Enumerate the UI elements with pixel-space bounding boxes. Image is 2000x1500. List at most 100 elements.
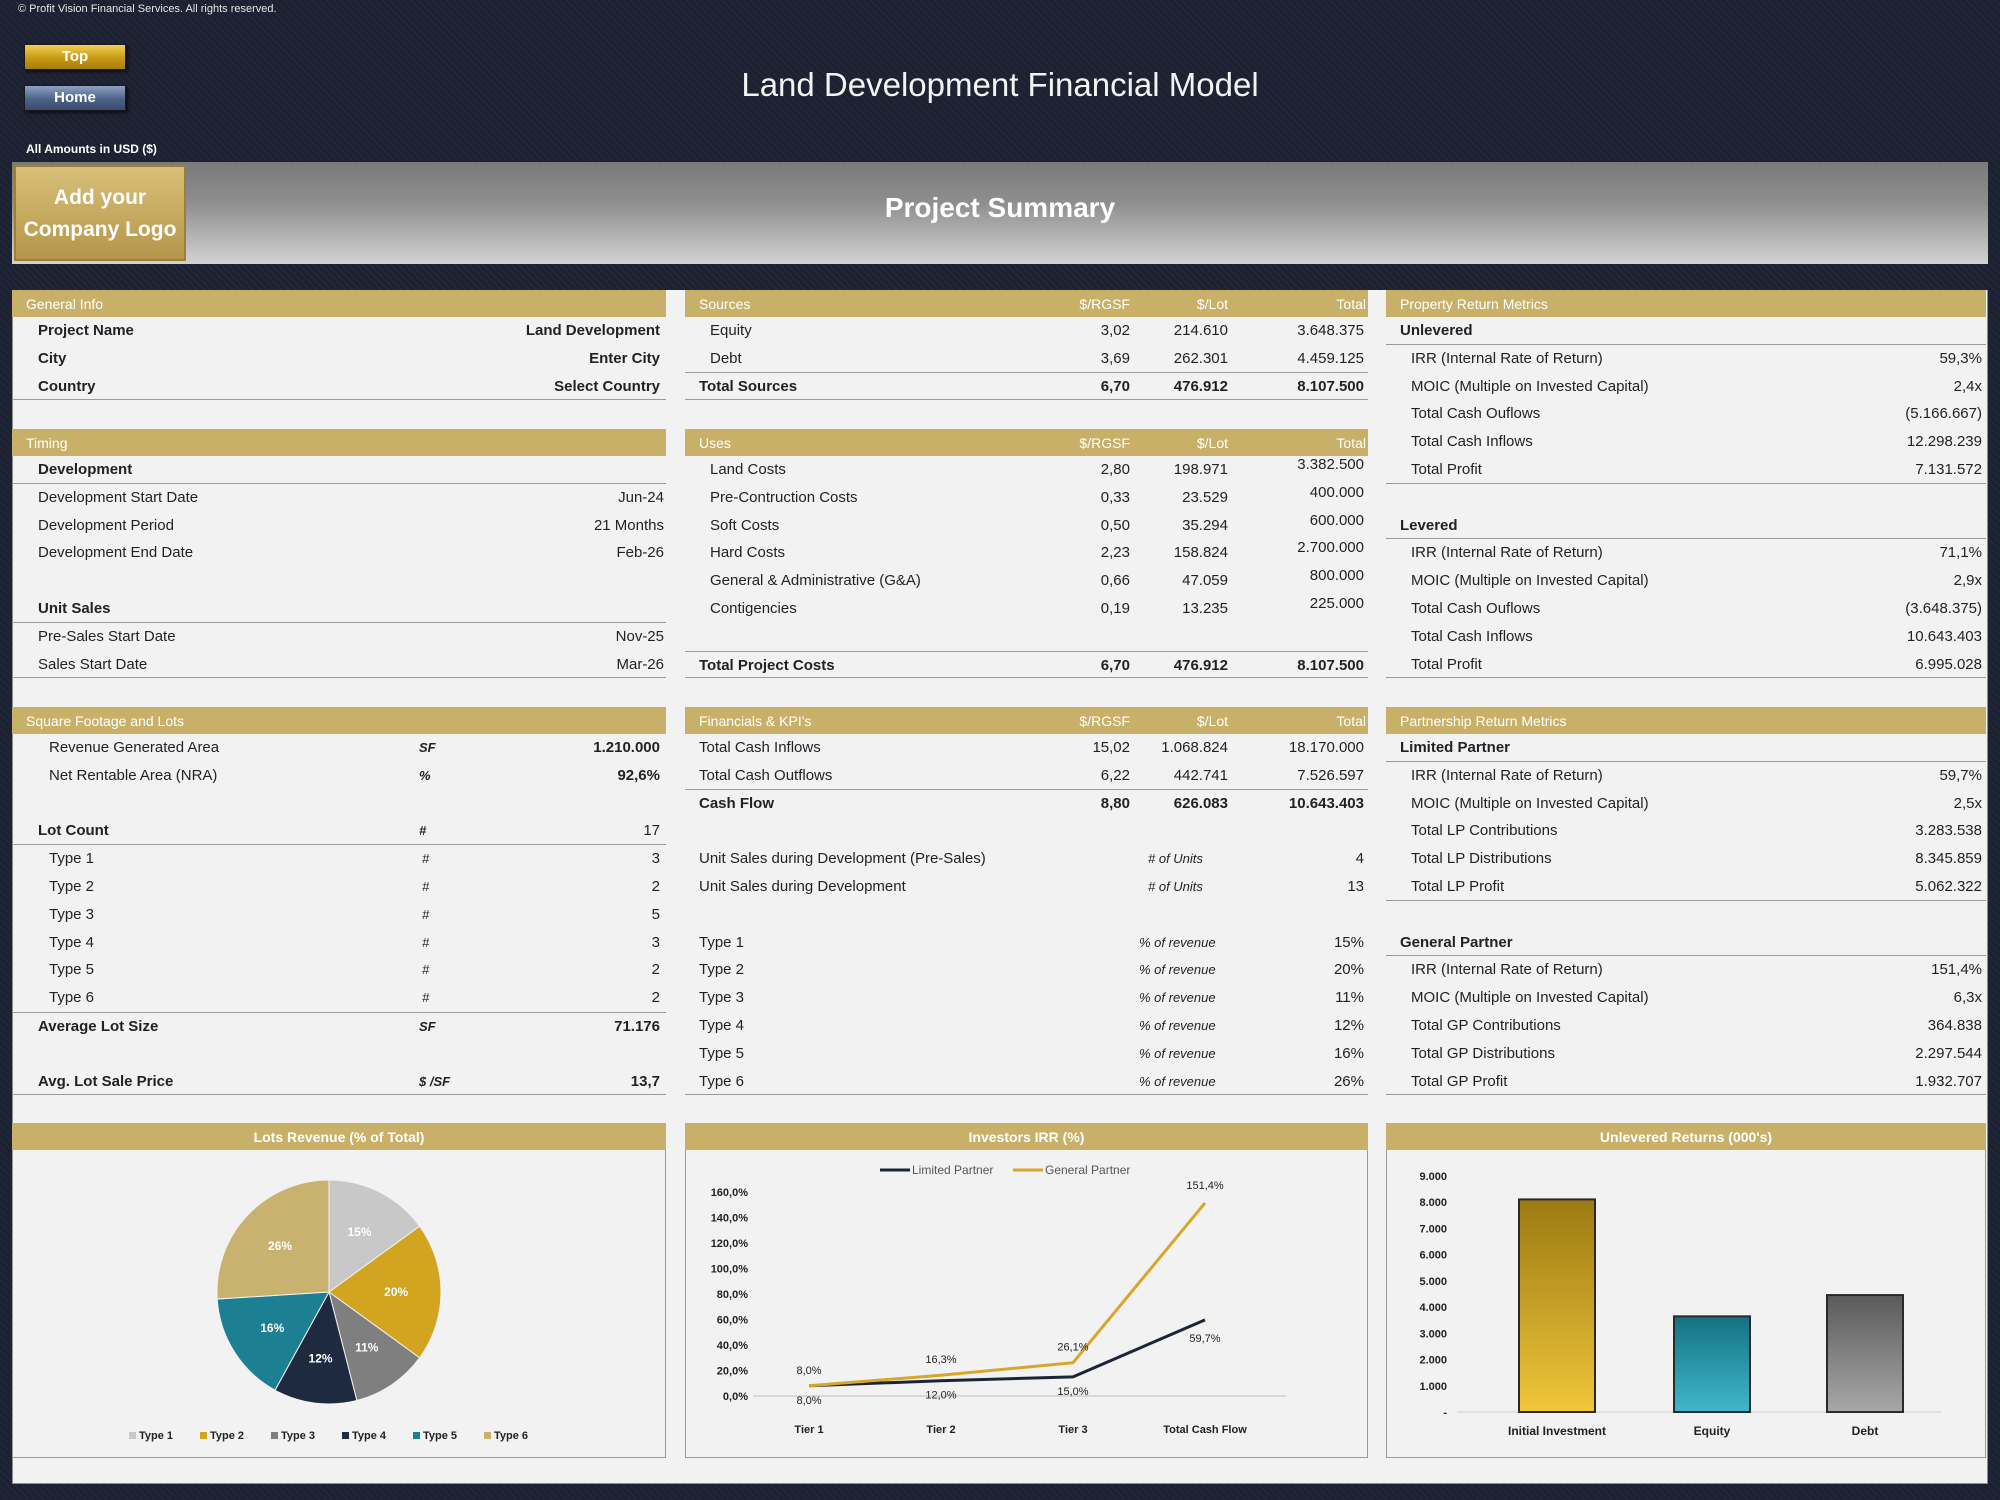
y-tick-label: 80,0% (717, 1289, 748, 1301)
per-lot-value: 1.068.824 (1161, 739, 1228, 756)
sqft-value: 92,6% (617, 766, 660, 784)
legend-swatch (484, 1432, 491, 1439)
limited-partner-metrics: IRR (Internal Rate of Return) 59,7% MOIC (… (1386, 762, 1986, 901)
total-label: Cash Flow (699, 794, 775, 812)
info-value[interactable]: Enter City (589, 349, 660, 367)
metric-value: 7.131.572 (1915, 460, 1982, 478)
bar-chart-header: Unlevered Returns (000's) (1386, 1123, 1986, 1150)
timing-row: Development Start Date Jun-24 (12, 484, 666, 512)
row-label: Type 3 (699, 989, 745, 1007)
avg-sale-price-row: Avg. Lot Sale Price $ /SF 13,7 (12, 1068, 666, 1096)
line-chart-header: Investors IRR (%) (685, 1123, 1368, 1150)
metric-value: 10.643.403 (1906, 627, 1982, 645)
lot-type-unit: # (422, 851, 430, 867)
x-tick-label: Debt (1852, 1424, 1879, 1438)
metric-row: Total Profit 7.131.572 (1386, 456, 1986, 484)
lot-type-row: Type 6 #2 (12, 984, 666, 1012)
info-value[interactable]: Land Development (525, 322, 660, 339)
rgsf-value: 3,69 (1100, 349, 1130, 367)
table-row: Total Cash Inflows 15,02 1.068.824 18.17… (685, 734, 1368, 762)
total-value: 7.526.597 (1297, 766, 1364, 784)
revenue-share-value: 20% (1333, 961, 1364, 979)
lot-type-value: 3 (651, 933, 660, 951)
y-tick-label: 6.000 (1419, 1250, 1447, 1262)
uses-rows: Land Costs 2,80 198.971 3.382.500 Pre-Contru… (685, 456, 1368, 623)
sqft-value: 1.210.000 (593, 739, 660, 756)
panel-header: Property Return Metrics (1386, 290, 1986, 317)
spacer-row (12, 567, 666, 595)
metrics-subheader: General Partner (1386, 929, 1986, 957)
metric-label: Total GP Profit (1411, 1072, 1508, 1090)
unit-label: % of revenue (1139, 990, 1216, 1006)
sqft-unit: % (419, 767, 431, 783)
total-label: Total Project Costs (699, 656, 835, 674)
timing-value: Jun-24 (618, 488, 664, 506)
per-lot-value: 626.083 (1173, 794, 1228, 812)
metric-label: Total Cash Ouflows (1411, 599, 1541, 617)
metric-label: Total LP Distributions (1411, 850, 1552, 868)
spacer-row (12, 1040, 666, 1068)
avg-lot-size-unit: SF (419, 1018, 436, 1034)
column-header: Total (1336, 435, 1366, 451)
metric-label: Total Profit (1411, 655, 1482, 673)
y-tick-label: 60,0% (717, 1315, 748, 1327)
x-tick-label: Initial Investment (1508, 1424, 1606, 1438)
per-lot-value: 476.912 (1173, 656, 1228, 674)
spacer-row (12, 790, 666, 818)
row-label: Type 4 (699, 1016, 745, 1034)
rgsf-value: 3,02 (1100, 322, 1130, 339)
model-title: Land Development Financial Model (741, 66, 1259, 103)
row-label: Unit Sales during Development (Pre-Sales… (699, 850, 986, 868)
revenue-share-row: Type 4 % of revenue 12% (685, 1012, 1368, 1040)
lot-type-unit: # (422, 962, 430, 978)
lot-type-row: Type 1 #3 (12, 845, 666, 873)
metric-row: Total LP Profit 5.062.322 (1386, 873, 1986, 901)
legend-label: Type 2 (210, 1430, 244, 1442)
metric-value: 12.298.239 (1906, 433, 1982, 451)
unit-value: 13 (1347, 877, 1364, 895)
legend-label: Limited Partner (912, 1163, 993, 1177)
rgsf-value: 15,02 (1092, 739, 1130, 756)
top-button[interactable]: Top (24, 44, 126, 70)
use-row: Contigencies 0,19 13.235 225.000 (685, 595, 1368, 623)
legend-label: Type 6 (494, 1430, 528, 1442)
metric-value: 8.345.859 (1915, 850, 1982, 868)
metrics-subheader: Levered (1386, 512, 1986, 540)
sqft-unit: SF (419, 740, 436, 755)
rgsf-value: 8,80 (1100, 794, 1130, 812)
metric-label: MOIC (Multiple on Invested Capital) (1411, 572, 1649, 590)
point-label: 59,7% (1189, 1333, 1220, 1345)
unlevered-returns-chart: - 1.000 2.000 3.000 4.000 5.000 6.000 7.000 8.00… (1386, 1150, 1986, 1458)
row-label: Debt (710, 349, 742, 367)
metric-label: MOIC (Multiple on Invested Capital) (1411, 794, 1649, 812)
property-returns-panel: Property Return Metrics Unlevered IRR (I… (1386, 290, 1986, 679)
lots-revenue-chart: 15% 20% 11% 12% 16% 26% Type 1 Type 2 Type 3 Type… (12, 1150, 666, 1458)
company-logo-placeholder[interactable]: Add your Company Logo (14, 165, 186, 261)
pie-slice (274, 1290, 358, 1405)
metric-row: Total Cash Ouflows (5.166.667) (1386, 400, 1986, 428)
column-header: Total (1336, 713, 1366, 729)
total-row: Total Project Costs 6,70 476.912 8.107.5… (685, 650, 1368, 679)
lot-count-row: Lot Count # 17 (12, 817, 666, 846)
y-tick-label: 8.000 (1419, 1197, 1447, 1209)
metric-value: 2,4x (1953, 377, 1982, 395)
timing-value: Feb-26 (616, 544, 664, 562)
banner-title: Project Summary (884, 192, 1116, 223)
pie-slice (216, 1291, 330, 1391)
legend-label: Type 5 (423, 1430, 457, 1442)
pie-slice (328, 1179, 421, 1293)
y-tick-label: 2.000 (1419, 1355, 1447, 1367)
avg-sale-price-label: Avg. Lot Sale Price (38, 1072, 174, 1090)
column-header: $/Lot (1196, 713, 1228, 729)
lot-types-list: Type 1 #3 Type 2 #2 Type 3 #5 Type 4 #3 Type 5 #2… (12, 845, 666, 1012)
lot-count-unit: # (419, 823, 427, 839)
rgsf-value: 0,50 (1100, 516, 1130, 534)
row-label: Hard Costs (710, 544, 786, 562)
legend-swatch (342, 1432, 349, 1439)
info-value[interactable]: Select Country (554, 377, 660, 395)
bar (1518, 1198, 1596, 1413)
metric-label: Total LP Contributions (1411, 822, 1558, 840)
per-lot-value: 476.912 (1173, 377, 1228, 395)
unit-label: % of revenue (1139, 934, 1216, 950)
home-button[interactable]: Home (24, 85, 126, 111)
